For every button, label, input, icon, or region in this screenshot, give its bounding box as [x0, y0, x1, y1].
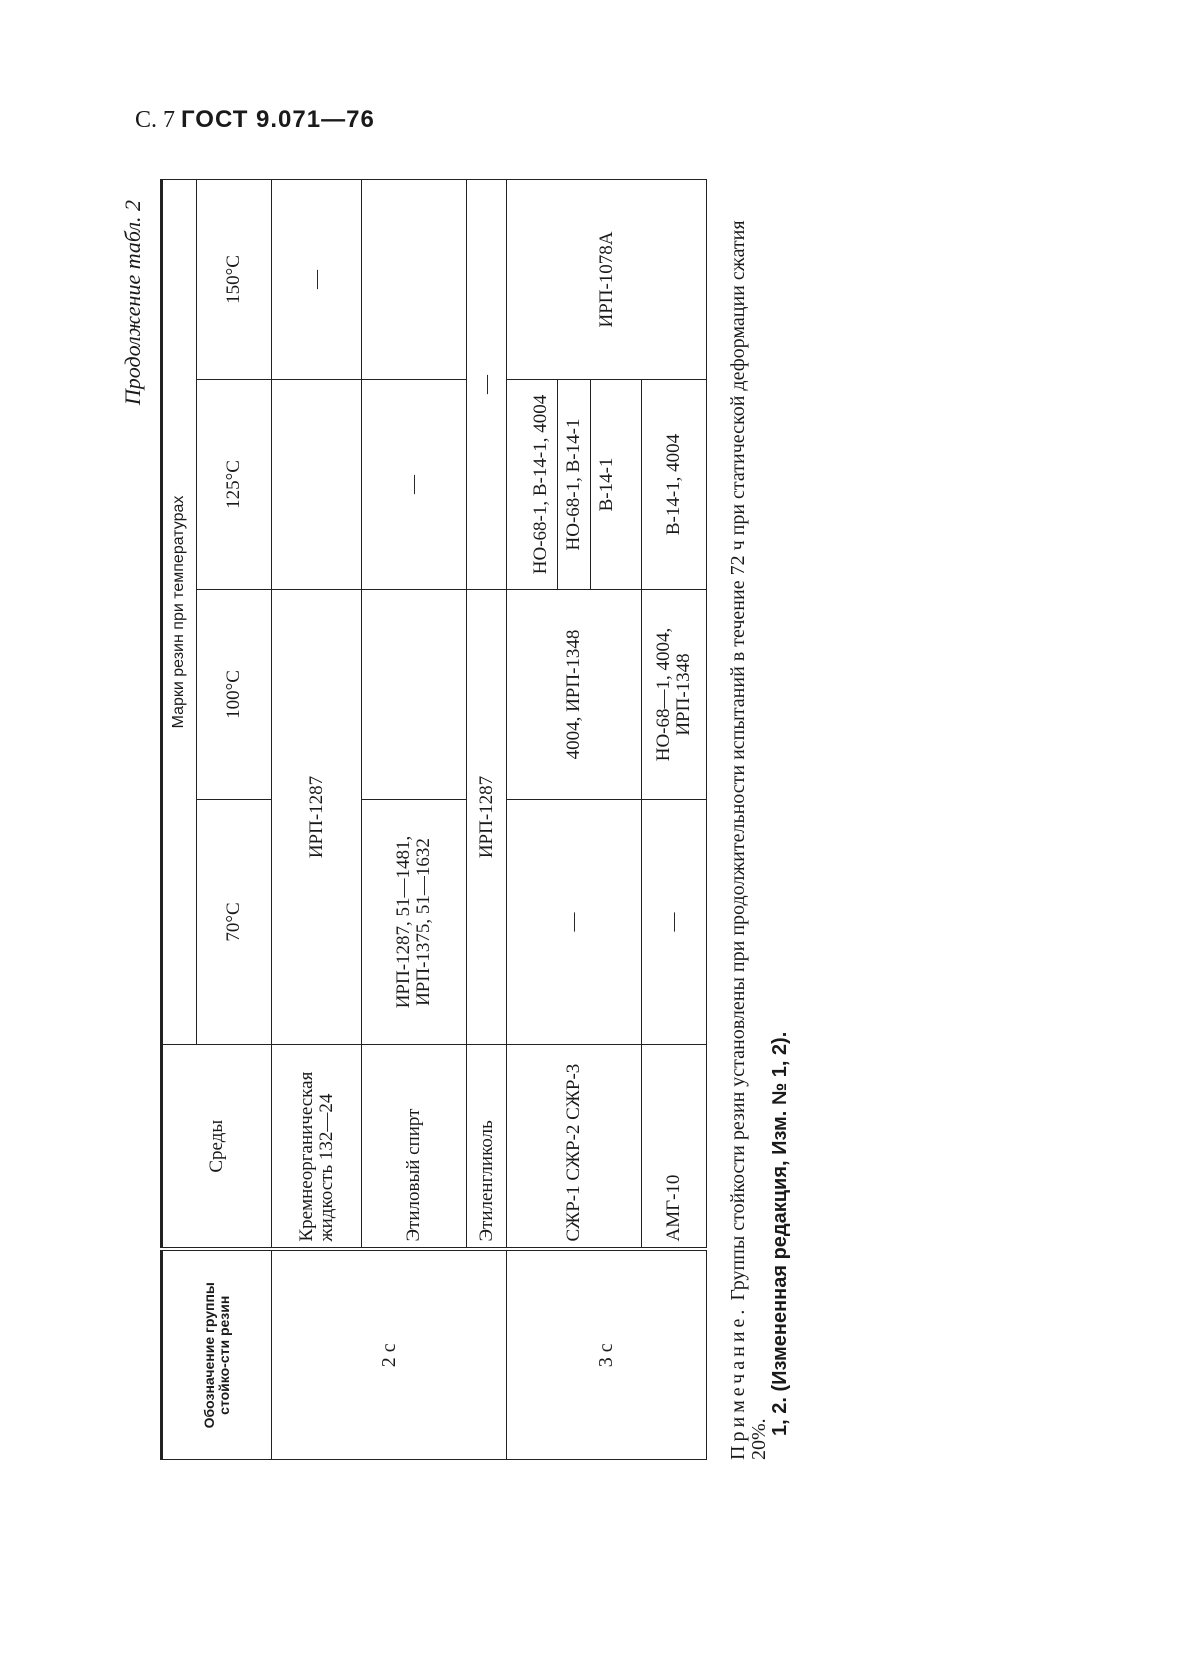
table-caption: Продолжение табл. 2	[120, 200, 145, 406]
header-media: Среды	[161, 1044, 272, 1250]
cell-100: НО-68—1, 4004, ИРП-1348	[641, 589, 707, 800]
medium-cell: АМГ-10	[641, 1044, 707, 1250]
cell-125-sub: В-14-1	[595, 457, 617, 512]
header-150: 150°С	[196, 179, 272, 380]
cell-125: НО-68-1, В-14-1, 4004 НО-68-1, В-14-1 В-…	[506, 379, 642, 590]
cell-70: —	[506, 799, 642, 1045]
note-text: Группы стойкости резин установлены при п…	[727, 220, 770, 1460]
revision-note: 1, 2. (Измененная редакция, Изм. № 1, 2)…	[769, 1031, 791, 1436]
cell-70-100: ИРП-1287	[466, 589, 507, 1045]
group-cell: 2 с	[271, 1249, 507, 1460]
cell-150: ИРП-1078А	[506, 179, 707, 380]
cell-70-100: ИРП-1287	[271, 589, 362, 1045]
medium-cell: СЖР-1 СЖР-2 СЖР-3	[506, 1044, 642, 1250]
medium-cell: Этиловый спирт	[361, 1044, 467, 1250]
cell-150	[361, 179, 467, 380]
medium-cell: Кремнеорганическая жидкость 132—24	[271, 1044, 362, 1250]
cell-125: В-14-1, 4004	[641, 379, 707, 590]
page-header: С. 7 ГОСТ 9.071—76	[135, 106, 375, 134]
header-group: Обозначение группы стойко-сти резин	[161, 1249, 272, 1460]
table-row: 3 с СЖР-1 СЖР-2 СЖР-3 — 4004, ИРП-1348 Н…	[506, 179, 707, 1460]
cell-125-sub: НО-68-1, В-14-1	[558, 380, 591, 589]
resin-table: Обозначение группы стойко-сти резин Сред…	[160, 179, 707, 1460]
table-row: 2 с Кремнеорганическая жидкость 132—24 И…	[271, 179, 507, 1460]
header-100: 100°С	[196, 589, 272, 800]
cell-125	[271, 379, 362, 590]
cell-70: —	[641, 799, 707, 1045]
group-cell: 3 с	[506, 1249, 707, 1460]
header-70: 70°С	[196, 799, 272, 1045]
header-125: 125°С	[196, 379, 272, 590]
cell-100	[361, 589, 467, 800]
table-note: Примечание. Группы стойкости резин устан…	[727, 180, 791, 1460]
rotated-content: Продолжение табл. 2 Обозначение группы с…	[120, 179, 810, 1470]
cell-125: —	[361, 379, 467, 590]
cell-125-150: —	[466, 179, 507, 590]
note-label: Примечание.	[727, 1305, 749, 1460]
standard-number: ГОСТ 9.071—76	[181, 106, 375, 133]
page-number: С. 7	[135, 107, 176, 133]
cell-100: 4004, ИРП-1348	[506, 589, 642, 800]
header-brands: Марки резин при температурах	[161, 179, 197, 1045]
cell-125-sub: НО-68-1, В-14-1, 4004	[525, 380, 559, 589]
medium-cell: Этиленгликоль	[466, 1044, 507, 1250]
cell-70: ИРП-1287, 51—1481, ИРП-1375, 51—1632	[361, 799, 467, 1045]
cell-150: —	[271, 179, 362, 380]
